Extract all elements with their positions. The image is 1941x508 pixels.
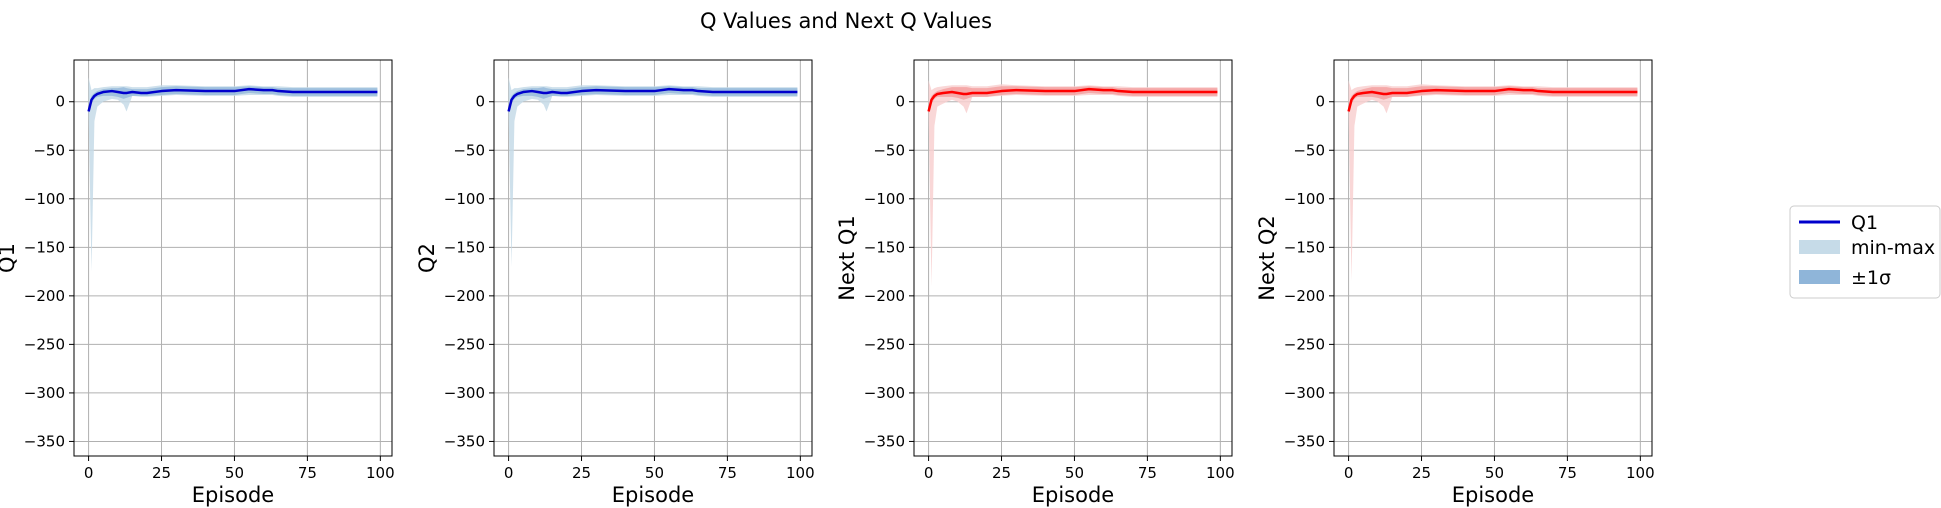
y-tick-label: −100 — [24, 190, 65, 208]
x-tick-label: 25 — [1412, 464, 1431, 482]
y-tick-label: −200 — [864, 287, 905, 305]
x-axis-label: Episode — [192, 483, 274, 507]
y-tick-label: −350 — [864, 432, 905, 450]
legend-label-q1: Q1 — [1851, 212, 1878, 234]
mean-line — [507, 87, 798, 112]
minmax-band — [88, 77, 378, 272]
x-tick-label: 100 — [1206, 464, 1235, 482]
y-tick-label: −50 — [453, 141, 485, 159]
y-tick-label: −300 — [444, 384, 485, 402]
x-tick-label: 75 — [298, 464, 317, 482]
x-axis-label: Episode — [1452, 483, 1534, 507]
x-tick-label: 100 — [366, 464, 395, 482]
minmax-band — [1348, 80, 1638, 282]
legend: Q1 min-max ±1σ — [1789, 205, 1941, 299]
y-tick-label: 0 — [475, 93, 485, 111]
y-tick-label: 0 — [1315, 93, 1325, 111]
y-axis-label: Q2 — [415, 243, 439, 273]
x-tick-label: 25 — [992, 464, 1011, 482]
y-axis-label: Q1 — [0, 243, 19, 273]
x-tick-label: 50 — [225, 464, 244, 482]
y-tick-label: −200 — [1284, 287, 1325, 305]
y-tick-label: −100 — [864, 190, 905, 208]
axes-frame — [493, 59, 813, 457]
y-tick-label: −350 — [1284, 432, 1325, 450]
y-tick-label: −350 — [24, 432, 65, 450]
y-tick-label: −50 — [873, 141, 905, 159]
x-tick-label: 75 — [1558, 464, 1577, 482]
y-axis-label: Next Q2 — [1255, 215, 1279, 301]
mean-line — [1347, 87, 1638, 112]
plot-area — [87, 77, 378, 272]
x-tick-label: 25 — [572, 464, 591, 482]
axes-frame — [1333, 59, 1653, 457]
y-tick-label: −250 — [864, 335, 905, 353]
legend-minmax-swatch — [1799, 240, 1840, 254]
x-tick-label: 50 — [1065, 464, 1084, 482]
x-tick-label: 50 — [1485, 464, 1504, 482]
y-tick-label: −150 — [444, 238, 485, 256]
y-tick-label: −200 — [24, 287, 65, 305]
figure-title: Q Values and Next Q Values — [700, 9, 992, 33]
plot-area — [927, 80, 1218, 287]
x-tick-label: 0 — [84, 464, 94, 482]
plot-area — [507, 77, 798, 267]
subplot-2: 0 25 50 75 100 0 −50 −100 −150 −200 −250 −300 −350 Ep… — [415, 59, 815, 507]
subplot-1: 0 25 50 75 100 0 −50 −100 −150 −200 −250 −300 −350 Ep… — [0, 59, 395, 507]
axes-frame — [73, 59, 393, 457]
x-tick-label: 50 — [645, 464, 664, 482]
x-axis-label: Episode — [1032, 483, 1114, 507]
y-tick-label: −250 — [1284, 335, 1325, 353]
y-tick-label: 0 — [55, 93, 65, 111]
y-tick-label: −350 — [444, 432, 485, 450]
x-tick-label: 75 — [718, 464, 737, 482]
y-tick-label: −150 — [24, 238, 65, 256]
y-tick-label: −150 — [864, 238, 905, 256]
mean-line — [87, 87, 378, 112]
x-tick-label: 100 — [786, 464, 815, 482]
minmax-band — [928, 80, 1218, 287]
y-tick-label: −50 — [33, 141, 65, 159]
x-tick-label: 75 — [1138, 464, 1157, 482]
y-tick-label: −150 — [1284, 238, 1325, 256]
y-tick-label: −200 — [444, 287, 485, 305]
legend-label-minmax: min-max — [1851, 237, 1935, 259]
y-tick-label: −50 — [1293, 141, 1325, 159]
x-tick-label: 0 — [504, 464, 514, 482]
minmax-band — [508, 77, 798, 267]
y-tick-label: −300 — [1284, 384, 1325, 402]
y-tick-label: 0 — [895, 93, 905, 111]
x-tick-label: 100 — [1626, 464, 1655, 482]
x-tick-label: 25 — [152, 464, 171, 482]
x-axis-label: Episode — [612, 483, 694, 507]
y-tick-label: −100 — [444, 190, 485, 208]
y-tick-label: −100 — [1284, 190, 1325, 208]
subplot-4: 0 25 50 75 100 0 −50 −100 −150 −200 −250 −300 −350 Ep… — [1255, 59, 1655, 507]
legend-label-std: ±1σ — [1851, 267, 1891, 289]
x-tick-label: 0 — [924, 464, 934, 482]
y-axis-label: Next Q1 — [835, 215, 859, 301]
y-tick-label: −250 — [444, 335, 485, 353]
plot-area — [1347, 80, 1638, 282]
subplot-3: 0 25 50 75 100 0 −50 −100 −150 −200 −250 −300 −350 Ep… — [835, 59, 1235, 507]
x-tick-label: 0 — [1344, 464, 1354, 482]
axes-frame — [913, 59, 1233, 457]
mean-line — [927, 87, 1218, 112]
subplots: 0 25 50 75 100 0 −50 −100 −150 −200 −250 −300 −350 Ep… — [0, 59, 1655, 507]
legend-std-swatch — [1799, 270, 1840, 284]
y-tick-label: −300 — [864, 384, 905, 402]
y-tick-label: −300 — [24, 384, 65, 402]
y-tick-label: −250 — [24, 335, 65, 353]
